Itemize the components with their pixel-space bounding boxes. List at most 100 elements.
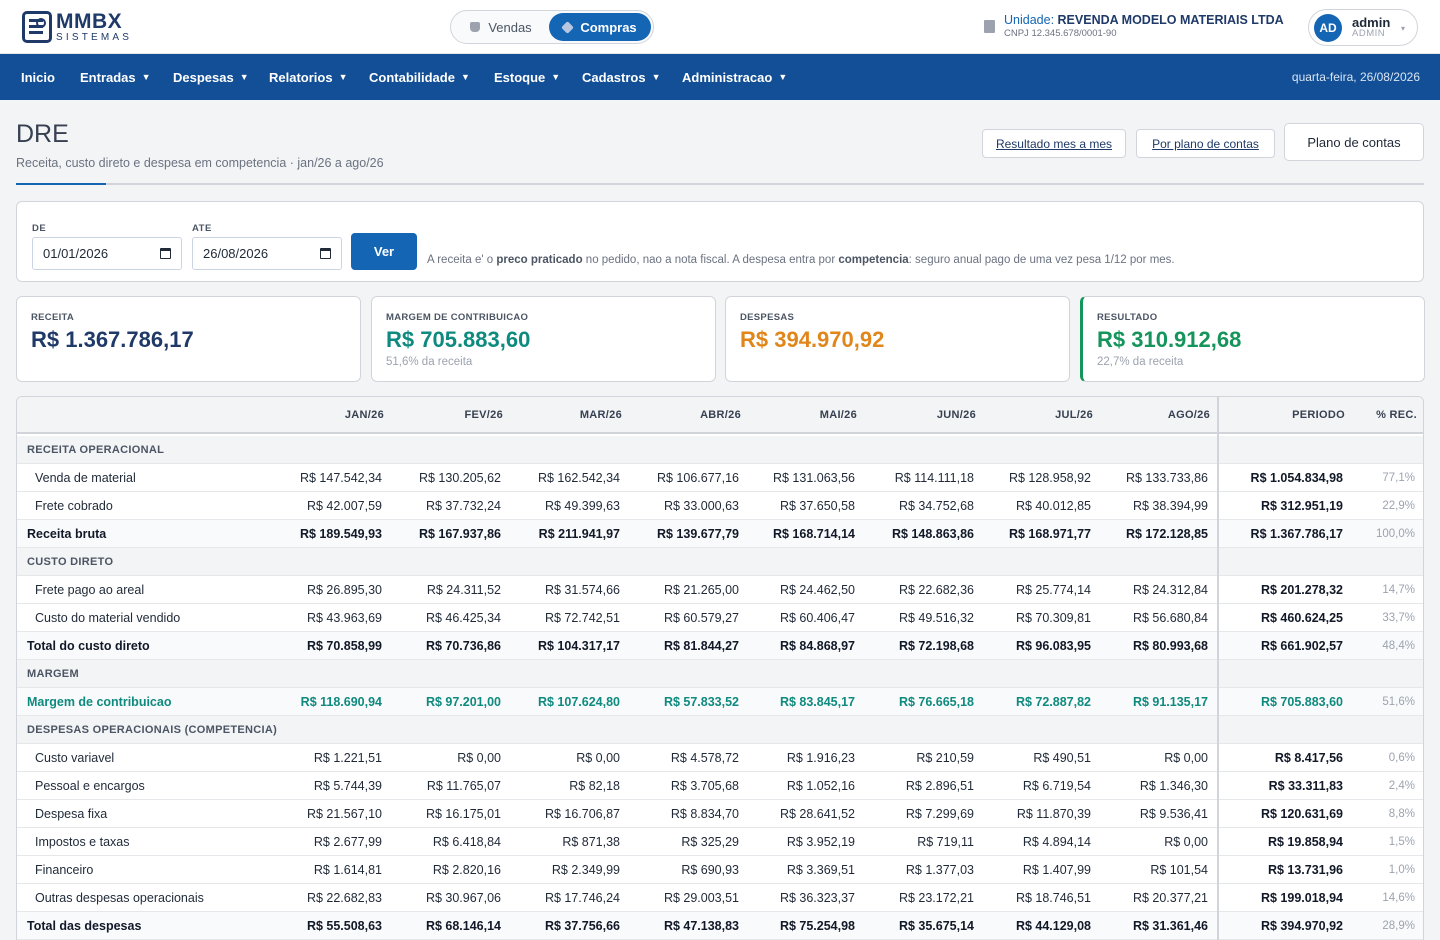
table-cell: R$ 91.135,17: [1132, 695, 1208, 709]
table-cell: R$ 56.680,84: [1132, 611, 1208, 625]
table-cell: R$ 11.765,07: [426, 779, 501, 793]
ver-button[interactable]: Ver: [351, 233, 417, 270]
row-label: Frete pago ao areal: [35, 583, 145, 597]
row-label: Outras despesas operacionais: [35, 891, 204, 905]
de-date-input[interactable]: 01/01/2026: [32, 237, 182, 270]
table-cell: R$ 1.407,99: [1022, 863, 1091, 877]
table-cell: R$ 172.128,85: [1125, 527, 1208, 541]
period-cell: R$ 199.018,94: [1260, 891, 1343, 905]
user-menu[interactable]: AD admin ADMIN ▾: [1308, 9, 1418, 46]
table-cell: R$ 46.425,34: [425, 611, 501, 625]
column-header: FEV/26: [464, 409, 503, 421]
table-cell: R$ 83.845,17: [779, 695, 855, 709]
column-header: % REC.: [1376, 409, 1417, 421]
nav-contabilidade[interactable]: Contabilidade ▼: [369, 54, 470, 100]
period-cell: R$ 19.858,94: [1267, 835, 1343, 849]
table-cell: R$ 49.516,32: [898, 611, 974, 625]
percent-cell: 48,4%: [1382, 640, 1415, 652]
table-cell: R$ 57.833,52: [663, 695, 739, 709]
kpi-resultado-value: R$ 310.912,68: [1097, 327, 1242, 352]
nav-inicio[interactable]: Inicio: [21, 54, 55, 100]
nav-entradas[interactable]: Entradas ▼: [80, 54, 151, 100]
table-cell: R$ 55.508,63: [306, 919, 382, 933]
table-cell: R$ 25.774,14: [1015, 583, 1091, 597]
table-row: Impostos e taxas R$ 2.677,99 R$ 6.418,84 R$…: [17, 828, 1423, 856]
table-cell: R$ 68.146,14: [425, 919, 501, 933]
table-cell: R$ 1.614,81: [313, 863, 382, 877]
page-subtitle: Receita, custo direto e despesa em compe…: [16, 156, 384, 170]
kpi-resultado-sub: 22,7% da receita: [1097, 356, 1184, 368]
table-cell: R$ 168.714,14: [772, 527, 855, 541]
toggle-vendas-button[interactable]: Vendas: [453, 13, 549, 41]
table-cell: R$ 162.542,34: [537, 471, 620, 485]
column-header: PERIODO: [1292, 409, 1345, 421]
table-cell: R$ 44.129,08: [1015, 919, 1091, 933]
box-icon: [561, 20, 575, 34]
plano-de-contas-button[interactable]: Plano de contas: [1284, 123, 1424, 161]
table-cell: R$ 31.361,46: [1132, 919, 1208, 933]
nav-administracao[interactable]: Administracao ▼: [682, 54, 787, 100]
table-cell: R$ 9.536,41: [1139, 807, 1208, 821]
toggle-compras-button[interactable]: Compras: [549, 13, 651, 41]
top-bar: MMBX SISTEMAS Vendas Compras Unidade: RE…: [0, 0, 1440, 54]
row-label: Despesa fixa: [35, 807, 108, 821]
table-cell: R$ 72.198,68: [898, 639, 974, 653]
por-plano-de-contas-button[interactable]: Por plano de contas: [1136, 129, 1275, 158]
table-cell: R$ 76.665,18: [898, 695, 974, 709]
resultado-mes-a-mes-button[interactable]: Resultado mes a mes: [982, 129, 1126, 158]
row-label: Venda de material: [35, 471, 136, 485]
table-row: Venda de material R$ 147.542,34 R$ 130.205…: [17, 464, 1423, 492]
percent-cell: 2,4%: [1388, 780, 1415, 792]
table-cell: R$ 70.858,99: [306, 639, 382, 653]
table-row: Total das despesas R$ 55.508,63 R$ 68.146,…: [17, 912, 1423, 940]
table-cell: R$ 6.719,54: [1022, 779, 1091, 793]
page-title: DRE: [16, 120, 69, 148]
table-cell: R$ 2.677,99: [313, 835, 382, 849]
percent-cell: 0,6%: [1388, 752, 1415, 764]
table-row: Total do custo direto R$ 70.858,99 R$ 70.7…: [17, 632, 1423, 660]
filter-note: A receita e' o preco praticado no pedido…: [427, 254, 1175, 266]
nav-cadastros[interactable]: Cadastros ▼: [582, 54, 661, 100]
filter-card: DE 01/01/2026 ATE 26/08/2026 Ver A recei…: [16, 201, 1424, 282]
calendar-icon[interactable]: [320, 248, 331, 259]
row-label: Total do custo direto: [27, 639, 150, 653]
kpi-receita-label: RECEITA: [31, 312, 75, 323]
unit-name: REVENDA MODELO MATERIAIS LTDA: [1057, 13, 1284, 27]
percent-cell: 14,7%: [1382, 584, 1415, 596]
table-cell: R$ 11.870,39: [1016, 807, 1091, 821]
percent-cell: 77,1%: [1382, 472, 1415, 484]
table-cell: R$ 871,38: [562, 835, 620, 849]
table-row: Despesa fixa R$ 21.567,10 R$ 16.175,01 R$ 1…: [17, 800, 1423, 828]
table-cell: R$ 5.744,39: [313, 779, 382, 793]
table-cell: R$ 40.012,85: [1015, 499, 1091, 513]
nav-relatorios[interactable]: Relatorios ▼: [269, 54, 348, 100]
table-cell: R$ 72.742,51: [544, 611, 620, 625]
ate-date-input[interactable]: 26/08/2026: [192, 237, 342, 270]
kpi-margem: MARGEM DE CONTRIBUICAO R$ 705.883,60 51,…: [371, 296, 716, 382]
table-cell: R$ 118.690,94: [300, 695, 382, 709]
main-nav: Inicio Entradas ▼ Despesas ▼ Relatorios ▼ C…: [0, 54, 1440, 100]
table-cell: R$ 31.574,66: [544, 583, 620, 597]
table-cell: R$ 80.993,68: [1132, 639, 1208, 653]
table-cell: R$ 0,00: [1164, 751, 1208, 765]
table-cell: R$ 106.677,16: [656, 471, 739, 485]
calendar-icon[interactable]: [160, 248, 171, 259]
nav-despesas[interactable]: Despesas ▼: [173, 54, 249, 100]
period-cell: R$ 312.951,19: [1260, 499, 1343, 513]
nav-estoque[interactable]: Estoque ▼: [494, 54, 560, 100]
table-cell: R$ 167.937,86: [418, 527, 501, 541]
logo[interactable]: MMBX SISTEMAS: [22, 11, 132, 43]
table-cell: R$ 22.682,83: [306, 891, 382, 905]
percent-cell: 14,6%: [1382, 892, 1415, 904]
ate-label: ATE: [192, 223, 212, 234]
table-cell: R$ 37.650,58: [779, 499, 855, 513]
table-cell: R$ 60.579,27: [663, 611, 739, 625]
logo-subtitle: SISTEMAS: [56, 32, 133, 43]
percent-cell: 22,9%: [1382, 500, 1415, 512]
unit-selector[interactable]: Unidade: REVENDA MODELO MATERIAIS LTDA C…: [984, 13, 1284, 39]
table-cell: R$ 101,54: [1150, 863, 1208, 877]
percent-cell: 51,6%: [1382, 696, 1415, 708]
kpi-despesas-label: DESPESAS: [740, 312, 795, 323]
table-cell: R$ 24.462,50: [779, 583, 855, 597]
table-cell: R$ 1.916,23: [786, 751, 855, 765]
